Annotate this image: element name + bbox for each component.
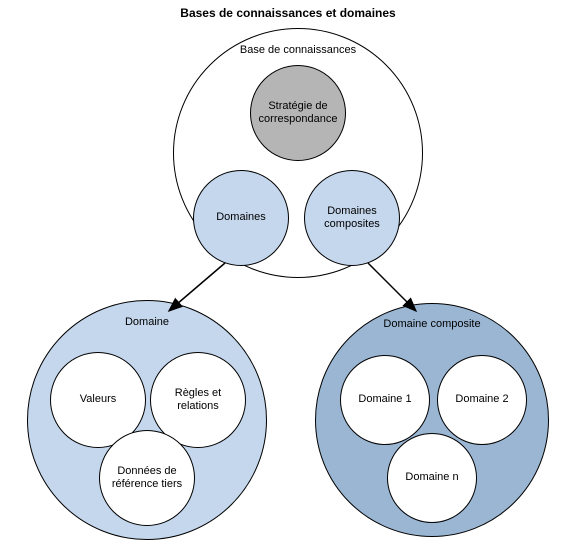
domaine1-circle: Domaine 1 — [340, 355, 430, 445]
valeurs-label: Valeurs — [80, 393, 116, 406]
composites-circle: Domaines composites — [304, 170, 400, 266]
domainen-circle: Domaine n — [387, 433, 477, 523]
diagram-stage: Bases de connaissances et domaines Base … — [0, 0, 576, 541]
domaines-circle: Domaines — [193, 170, 289, 266]
domaine2-label: Domaine 2 — [455, 393, 508, 406]
strategy-circle: Stratégie de correspondance — [250, 65, 346, 161]
composite-outer-label: Domaine composite — [312, 318, 552, 330]
diagram-title: Bases de connaissances et domaines — [0, 6, 576, 20]
composites-label: Domaines composites — [309, 205, 395, 231]
domaine2-circle: Domaine 2 — [437, 355, 527, 445]
domaine-outer-label: Domaine — [27, 316, 267, 328]
domainen-label: Domaine n — [405, 471, 458, 484]
ref-tiers-label: Données de référence tiers — [104, 465, 190, 491]
domaine1-label: Domaine 1 — [358, 393, 411, 406]
knowledge-base-label: Base de connaissances — [178, 44, 418, 56]
domaines-label: Domaines — [216, 211, 266, 224]
strategy-label: Stratégie de correspondance — [255, 100, 341, 126]
ref-tiers-circle: Données de référence tiers — [99, 430, 195, 526]
regles-label: Règles et relations — [155, 387, 241, 413]
